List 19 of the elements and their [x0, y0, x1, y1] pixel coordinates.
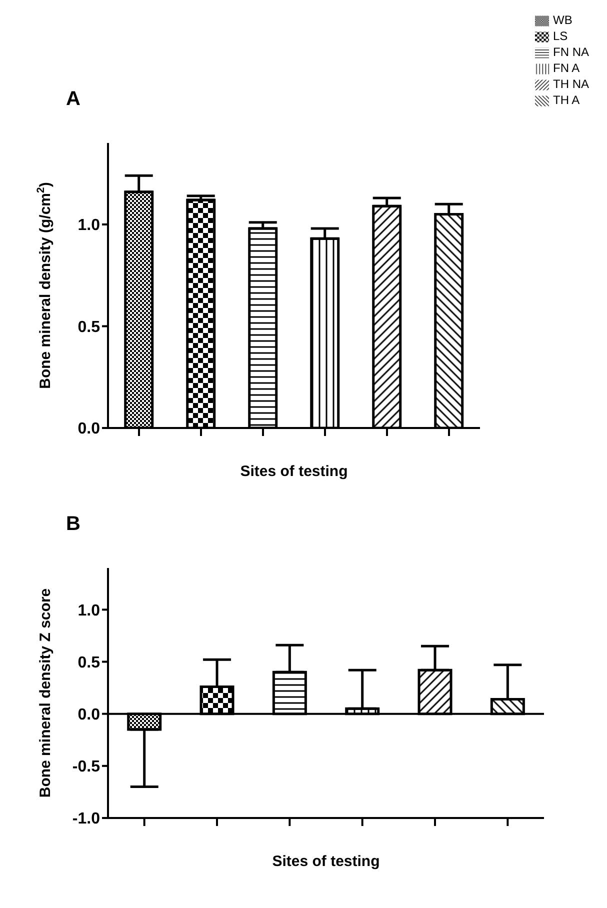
y-tick-label: 1.0 — [78, 217, 100, 234]
y-tick-label: 0.5 — [78, 654, 100, 672]
legend-label: TH NA — [553, 77, 589, 91]
legend-label: WB — [553, 13, 572, 27]
y-tick-label: 1.0 — [78, 602, 100, 620]
legend-label: FN NA — [553, 45, 589, 59]
chart-title: B — [66, 513, 80, 536]
y-tick-label: -1.0 — [72, 810, 100, 828]
y-tick-label: 0.0 — [78, 420, 100, 438]
x-axis-title: Sites of testing — [240, 463, 348, 480]
chart-title: A — [66, 88, 80, 111]
x-axis-title: Sites of testing — [272, 853, 380, 870]
legend-label: LS — [553, 29, 568, 43]
y-tick-label: 0.5 — [78, 318, 100, 336]
legend-label: TH A — [553, 93, 580, 107]
y-tick-label: 0.0 — [78, 706, 100, 724]
y-tick-label: -0.5 — [72, 758, 100, 776]
y-axis-title: Bone mineral density Z score — [37, 588, 54, 798]
legend-label: FN A — [553, 61, 580, 75]
